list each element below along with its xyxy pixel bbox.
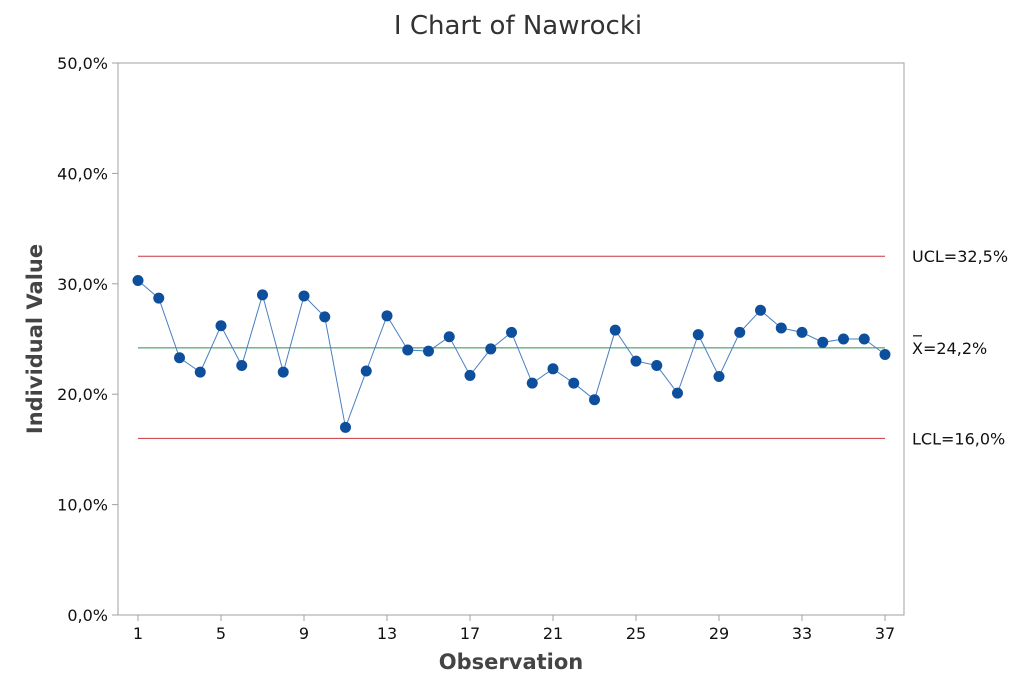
y-tick-label: 50,0% [57, 54, 108, 73]
data-point [817, 336, 829, 348]
y-axis-label: Individual Value [23, 244, 47, 434]
x-tick-label: 1 [133, 624, 143, 643]
data-point [651, 359, 663, 371]
data-point [692, 329, 704, 341]
y-axis: 0,0% 10,0% 20,0% 30,0% 40,0% 50,0% [57, 54, 118, 625]
x-tick-label: 17 [460, 624, 480, 643]
data-point [589, 394, 600, 406]
data-point [340, 421, 351, 433]
data-point [734, 326, 746, 338]
data-point [506, 326, 517, 338]
chart-title: I Chart of Nawrocki [394, 11, 642, 41]
data-point [443, 331, 455, 343]
data-point [879, 348, 891, 360]
data-point [526, 377, 538, 389]
data-point [298, 290, 310, 302]
ref-label-lcl: LCL=16,0% [912, 429, 1005, 448]
ref-label-ucl: UCL=32,5% [912, 247, 1008, 266]
data-point [174, 352, 185, 364]
x-tick-label: 13 [377, 624, 397, 643]
x-tick-label: 21 [543, 624, 563, 643]
data-point [775, 322, 787, 334]
x-tick-label: 33 [792, 624, 812, 643]
ref-label-mean: X=24,2% [912, 339, 987, 358]
data-point [485, 343, 497, 355]
control-limits: UCL=32,5% X=24,2% LCL=16,0% [138, 247, 1008, 448]
data-point [838, 333, 849, 345]
data-point [568, 377, 580, 389]
data-point [609, 324, 621, 336]
data-point [215, 320, 227, 332]
data-point [360, 365, 372, 377]
data-point [755, 304, 766, 316]
x-tick-label: 5 [216, 624, 226, 643]
x-tick-label: 25 [626, 624, 646, 643]
y-tick-label: 30,0% [57, 275, 108, 294]
data-point [464, 369, 476, 381]
data-point [236, 359, 248, 371]
data-point [381, 310, 393, 322]
x-axis: 1 5 9 13 17 21 25 29 33 37 [133, 615, 895, 643]
data-point [796, 326, 808, 338]
y-tick-label: 0,0% [67, 606, 108, 625]
x-tick-label: 9 [299, 624, 309, 643]
data-point [858, 333, 870, 345]
data-point [630, 355, 642, 367]
data-series [132, 274, 891, 433]
y-tick-label: 10,0% [57, 496, 108, 515]
data-point [672, 387, 683, 399]
data-point [319, 311, 331, 323]
x-axis-label: Observation [439, 650, 583, 674]
x-tick-label: 29 [709, 624, 729, 643]
data-point [547, 363, 559, 375]
data-point [194, 366, 206, 378]
data-point [402, 344, 414, 356]
data-point [277, 366, 289, 378]
x-tick-label: 37 [875, 624, 895, 643]
y-tick-label: 20,0% [57, 385, 108, 404]
data-point [132, 274, 144, 286]
plot-frame [117, 62, 905, 616]
y-tick-label: 40,0% [57, 164, 108, 183]
data-point [713, 371, 725, 383]
data-point [423, 345, 434, 357]
data-point [153, 292, 165, 304]
data-point [257, 289, 268, 301]
series-line [137, 280, 886, 430]
